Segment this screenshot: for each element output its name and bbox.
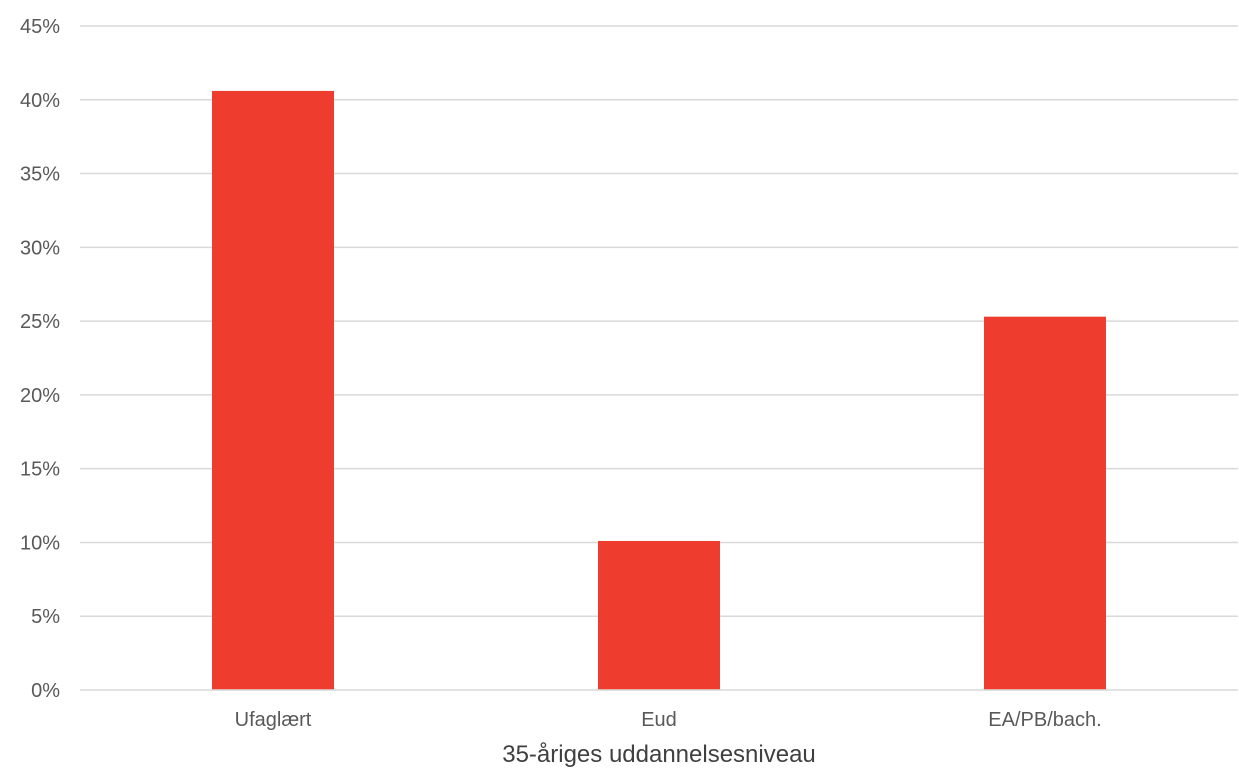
y-tick-label: 15%: [20, 459, 60, 481]
y-tick-label: 0%: [31, 680, 60, 702]
x-tick-label: Eud: [641, 709, 677, 731]
y-tick-label: 40%: [20, 90, 60, 112]
y-tick-label: 25%: [20, 311, 60, 333]
y-axis-ticks: 0% 5% 10% 15% 20% 25% 30% 35% 40% 45%: [20, 16, 60, 702]
y-tick-label: 35%: [20, 164, 60, 186]
bars: [212, 90, 1106, 691]
y-tick-label: 30%: [20, 237, 60, 259]
bar-2: [598, 540, 720, 690]
x-tick-label: Ufaglært: [235, 709, 312, 731]
y-tick-label: 20%: [20, 385, 60, 407]
bar-1: [212, 90, 334, 691]
y-tick-label: 10%: [20, 532, 60, 554]
x-axis-ticks: Ufaglært Eud EA/PB/bach.: [235, 709, 1102, 731]
x-tick-label: EA/PB/bach.: [988, 709, 1101, 731]
y-tick-label: 45%: [20, 16, 60, 38]
y-tick-label: 5%: [31, 606, 60, 628]
x-axis-title: 35-åriges uddannelsesniveau: [502, 741, 816, 768]
bar-3: [984, 316, 1106, 690]
